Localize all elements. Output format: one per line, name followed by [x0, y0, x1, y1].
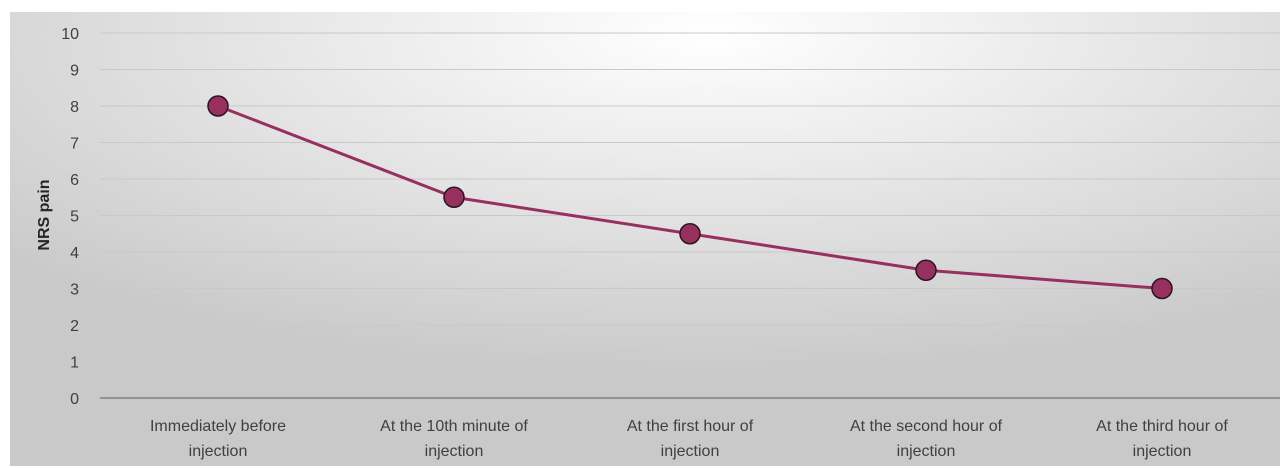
- x-tick-label-line: injection: [1133, 443, 1192, 460]
- x-tick-label-line: Immediately before: [150, 418, 286, 435]
- data-point: [680, 224, 700, 244]
- data-point: [916, 260, 936, 280]
- y-axis-title: NRS pain: [36, 179, 53, 250]
- y-tick-label: 2: [70, 318, 79, 335]
- y-tick-label: 9: [70, 63, 79, 80]
- y-tick-label: 5: [70, 209, 79, 226]
- data-point: [208, 96, 228, 116]
- x-tick-label-line: At the first hour of: [627, 418, 754, 435]
- y-tick-label: 3: [70, 282, 79, 299]
- x-tick-label-line: injection: [189, 443, 248, 460]
- x-tick-label-line: At the third hour of: [1096, 418, 1228, 435]
- y-tick-label: 0: [70, 391, 79, 408]
- x-tick-label-line: At the 10th minute of: [380, 418, 528, 435]
- x-tick-label-line: injection: [661, 443, 720, 460]
- y-tick-label: 6: [70, 172, 79, 189]
- y-tick-label: 8: [70, 99, 79, 116]
- y-tick-label: 10: [61, 26, 79, 43]
- x-tick-label-line: injection: [425, 443, 484, 460]
- data-point: [444, 187, 464, 207]
- data-point: [1152, 279, 1172, 299]
- y-tick-label: 1: [70, 355, 79, 372]
- y-tick-label: 4: [70, 245, 79, 262]
- x-tick-label-line: At the second hour of: [850, 418, 1003, 435]
- y-tick-label: 7: [70, 136, 79, 153]
- x-tick-label-line: injection: [897, 443, 956, 460]
